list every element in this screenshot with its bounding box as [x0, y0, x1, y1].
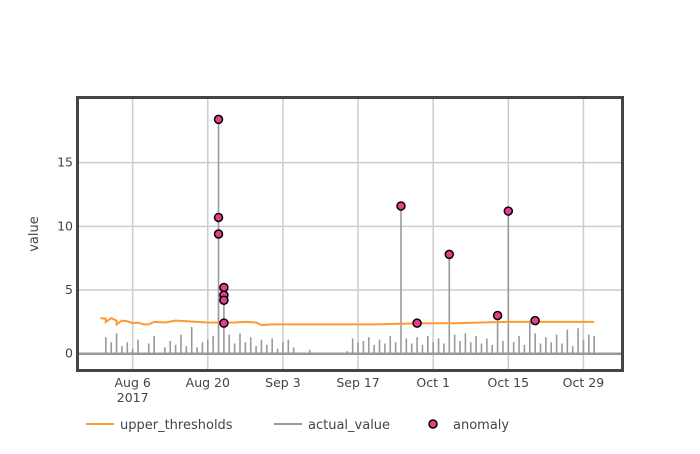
- anomaly-series: [213, 114, 540, 328]
- legend-label: anomaly: [453, 418, 509, 433]
- y-tick-label: 0: [65, 346, 73, 361]
- upper-thresholds-line: [100, 316, 595, 327]
- anomaly-marker: [444, 249, 455, 260]
- series-layer: [79, 114, 621, 355]
- y-axis-title: value: [27, 216, 42, 252]
- anomaly-marker: [219, 295, 229, 305]
- anomaly-marker: [213, 114, 224, 125]
- y-tick-label: 15: [57, 155, 73, 170]
- x-tick-label: Sep 17: [336, 375, 379, 390]
- anomaly-marker: [396, 201, 406, 211]
- actual-value-series: [79, 119, 621, 355]
- y-tick-label: 5: [65, 282, 73, 297]
- anomaly-marker: [492, 310, 503, 321]
- x-tick-label: Aug 6: [114, 375, 150, 390]
- plot-border: [76, 96, 624, 372]
- legend-label: actual_value: [308, 418, 390, 433]
- x-tick-sublabel: 2017: [117, 390, 149, 405]
- legend-item: upper_thresholds: [86, 418, 233, 433]
- x-tick-label: Sep 3: [265, 375, 301, 390]
- gridlines: [79, 99, 621, 369]
- anomaly-marker: [530, 315, 540, 326]
- legend-item: actual_value: [274, 418, 390, 433]
- anomaly-marker: [503, 206, 514, 216]
- anomaly-marker: [213, 229, 224, 239]
- legend: upper_thresholds actual_value anomaly: [86, 418, 509, 433]
- x-tick-label: Oct 15: [488, 375, 530, 390]
- legend-swatch-marker: [428, 419, 438, 429]
- x-tick-label: Oct 29: [563, 375, 605, 390]
- x-tick-label: Aug 20: [186, 375, 230, 390]
- y-tick-label: 10: [57, 218, 73, 233]
- anomaly-marker: [219, 318, 229, 328]
- anomaly-marker: [219, 282, 229, 293]
- anomaly-marker: [412, 318, 422, 328]
- legend-item: anomaly: [428, 418, 509, 433]
- x-tick-label: Oct 1: [416, 375, 450, 390]
- anomaly-marker: [213, 212, 224, 223]
- legend-label: upper_thresholds: [120, 418, 233, 433]
- plot-frame: [76, 96, 624, 372]
